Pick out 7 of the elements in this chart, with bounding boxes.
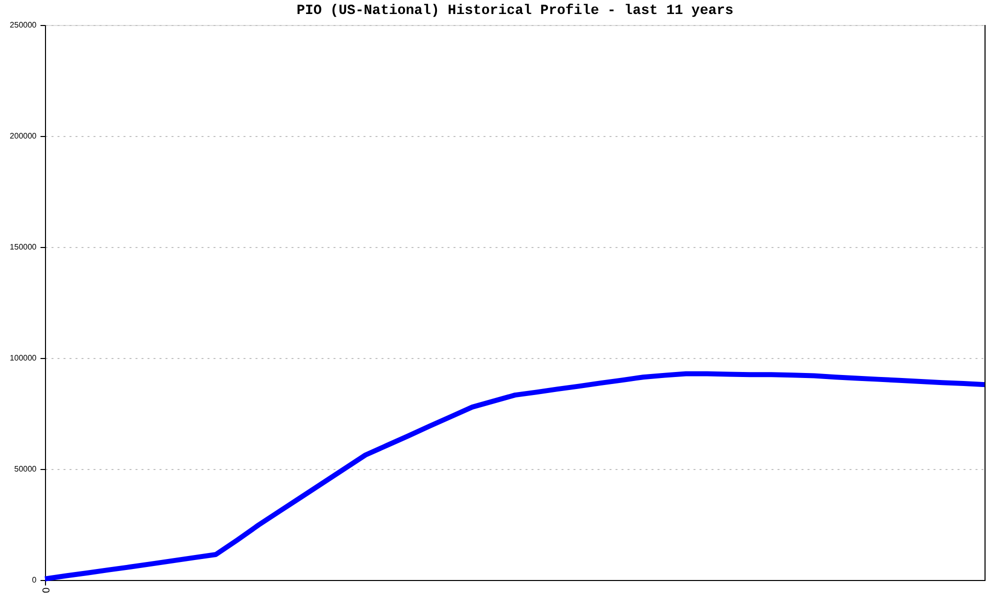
y-tick-label: 250000 bbox=[10, 20, 38, 30]
chart-title: PIO (US-National) Historical Profile - last 11 years bbox=[296, 3, 734, 19]
y-tick-label: 100000 bbox=[10, 354, 38, 362]
y-tick-label: 0 bbox=[32, 576, 38, 584]
y-tick-label: 50000 bbox=[14, 464, 38, 474]
y-tick-label: 150000 bbox=[10, 242, 38, 252]
y-tick-label: 200000 bbox=[10, 132, 38, 140]
